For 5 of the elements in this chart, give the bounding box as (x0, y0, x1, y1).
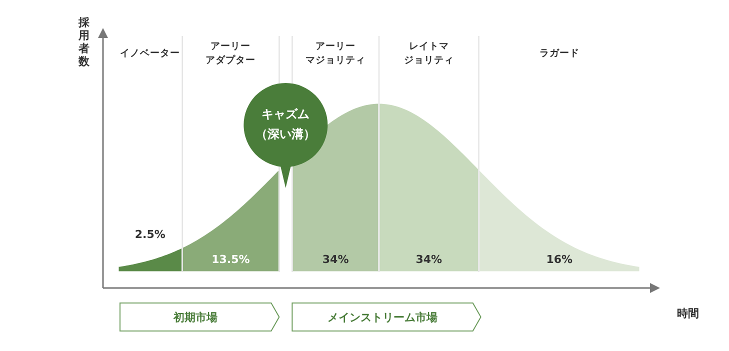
annotation: キャズム（深い溝） (256, 107, 316, 142)
annotation: 初期市場 (174, 311, 218, 324)
annotation: メインストリーム市場 (328, 311, 438, 324)
ylabel: 採用者数 (78, 16, 90, 68)
xlabel: 時間 (677, 307, 699, 320)
